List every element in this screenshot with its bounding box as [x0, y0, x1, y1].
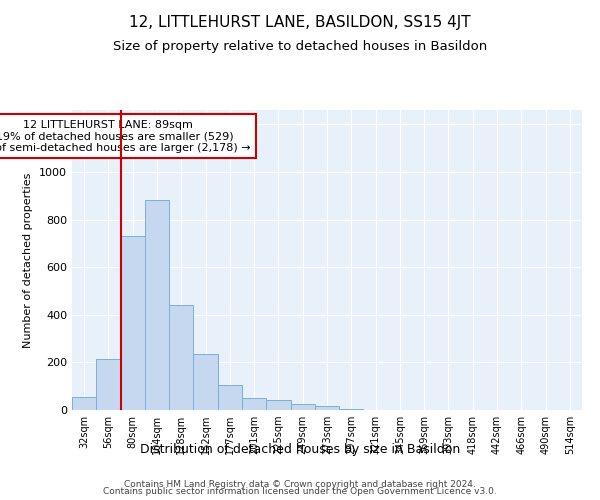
Bar	[169, 305, 193, 410]
Bar	[96, 359, 121, 410]
Bar	[290, 404, 315, 410]
Text: 12, LITTLEHURST LANE, BASILDON, SS15 4JT: 12, LITTLEHURST LANE, BASILDON, SS15 4JT	[129, 15, 471, 30]
Text: Size of property relative to detached houses in Basildon: Size of property relative to detached ho…	[113, 40, 487, 53]
Bar	[218, 385, 242, 410]
Y-axis label: Number of detached properties: Number of detached properties	[23, 172, 34, 348]
Text: 12 LITTLEHURST LANE: 89sqm
← 19% of detached houses are smaller (529)
80% of sem: 12 LITTLEHURST LANE: 89sqm ← 19% of deta…	[0, 120, 250, 152]
Bar	[145, 200, 169, 410]
Bar	[193, 354, 218, 410]
Bar	[72, 397, 96, 410]
Bar	[315, 406, 339, 410]
Text: Contains public sector information licensed under the Open Government Licence v3: Contains public sector information licen…	[103, 488, 497, 496]
Bar	[242, 398, 266, 410]
Text: Distribution of detached houses by size in Basildon: Distribution of detached houses by size …	[140, 442, 460, 456]
Text: Contains HM Land Registry data © Crown copyright and database right 2024.: Contains HM Land Registry data © Crown c…	[124, 480, 476, 489]
Bar	[121, 236, 145, 410]
Bar	[339, 409, 364, 410]
Bar	[266, 400, 290, 410]
